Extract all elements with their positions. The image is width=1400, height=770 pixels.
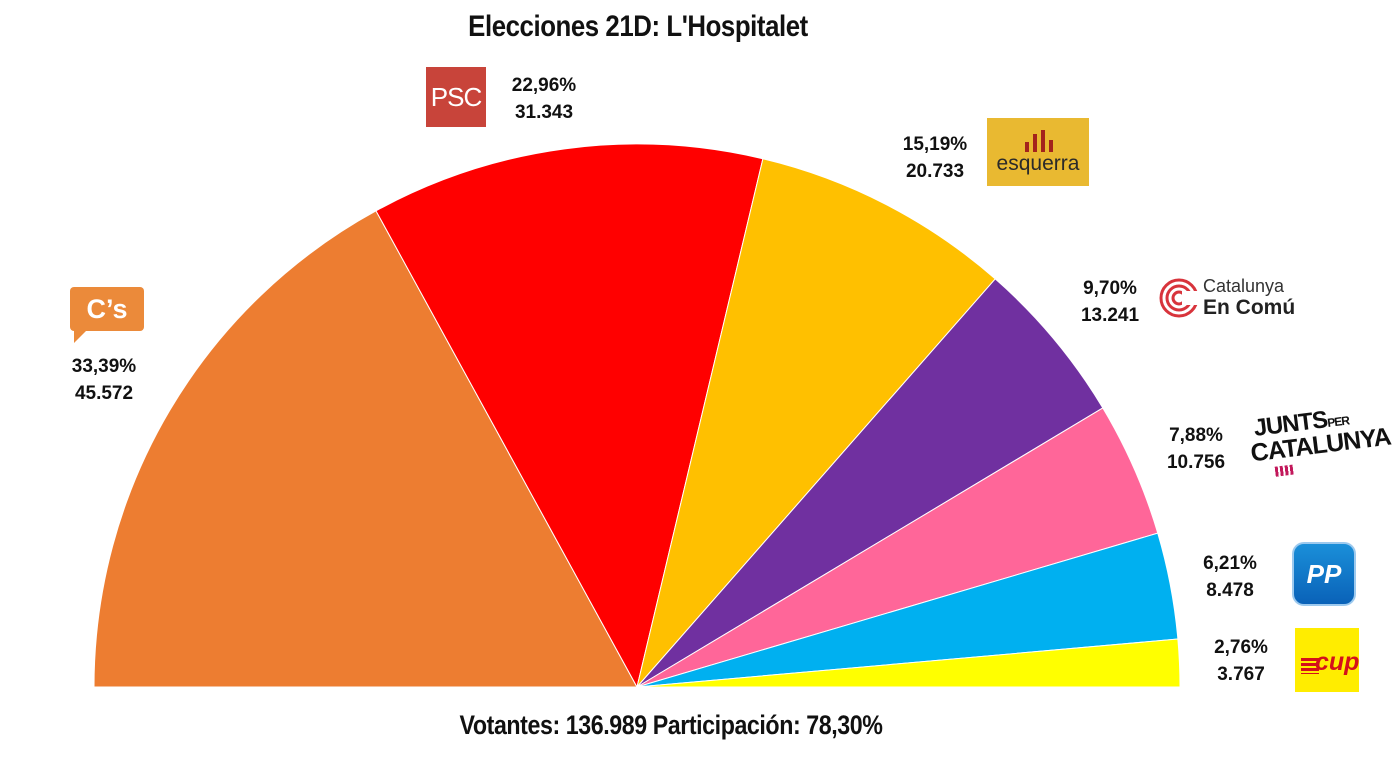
pp-logo-text: PP	[1306, 559, 1342, 589]
comu-logo-text-top: Catalunya	[1203, 276, 1285, 296]
votes-label: 31.343	[514, 102, 574, 123]
label-esquerra: 15,19% 20.733	[891, 131, 979, 185]
percent-label: 2,76%	[1214, 637, 1268, 658]
votes-label: 10.756	[1166, 452, 1226, 473]
label-cup: 2,76% 3.767	[1201, 634, 1281, 688]
slice-esquerra	[636, 158, 996, 688]
percent-label: 7,88%	[1169, 425, 1223, 446]
esquerra-logo-text: esquerra	[996, 152, 1080, 175]
chart-footer: Votantes: 136.989 Participación: 78,30%	[459, 710, 883, 740]
percent-label: 9,70%	[1083, 278, 1137, 299]
chart-title: Elecciones 21D: L'Hospitalet	[468, 10, 808, 43]
cup-flag-icon	[1301, 658, 1319, 674]
junts-bars-icon	[1274, 464, 1294, 477]
catalunya-en-comu-logo: Catalunya En Comú	[1158, 274, 1308, 322]
slice-catalunya-en-com-	[636, 278, 1104, 688]
cs-logo: C’s	[70, 287, 144, 345]
psc-logo-text: PSC	[430, 81, 482, 112]
percent-label: 6,21%	[1203, 553, 1257, 574]
junts-per-catalunya-logo: JUNTSPER CATALUNYA	[1246, 405, 1392, 484]
percent-label: 15,19%	[902, 134, 968, 155]
votes-label: 45.572	[74, 383, 134, 404]
speech-tail-icon	[74, 327, 90, 343]
label-cs: 33,39% 45.572	[62, 353, 146, 407]
percent-label: 22,96%	[511, 75, 577, 96]
esquerra-logo: esquerra	[987, 118, 1089, 186]
label-pp: 6,21% 8.478	[1190, 550, 1270, 604]
votes-label: 3.767	[1217, 664, 1265, 685]
psc-logo: PSC	[426, 67, 486, 127]
votes-label: 8.478	[1206, 580, 1254, 601]
pp-logo: PP	[1292, 542, 1356, 606]
slice-cup	[636, 638, 1181, 688]
cup-logo-text: cup	[1315, 648, 1360, 676]
percent-label: 33,39%	[71, 356, 137, 377]
cs-logo-text: C’s	[70, 287, 144, 331]
votes-label: 20.733	[905, 161, 965, 182]
cup-logo: cup	[1295, 628, 1359, 692]
slice-c-s	[93, 210, 638, 688]
votes-label: 13.241	[1080, 305, 1140, 326]
comu-logo-text-bottom: En Comú	[1203, 296, 1296, 319]
comu-circles-icon	[1159, 278, 1200, 318]
label-psc: 22,96% 31.343	[500, 72, 588, 126]
slice-psc	[375, 143, 764, 689]
label-junts-per-catalunya: 7,88% 10.756	[1154, 422, 1238, 476]
label-catalunya-en-comu: 9,70% 13.241	[1068, 275, 1152, 329]
esquerra-stripes-icon	[1025, 130, 1053, 152]
